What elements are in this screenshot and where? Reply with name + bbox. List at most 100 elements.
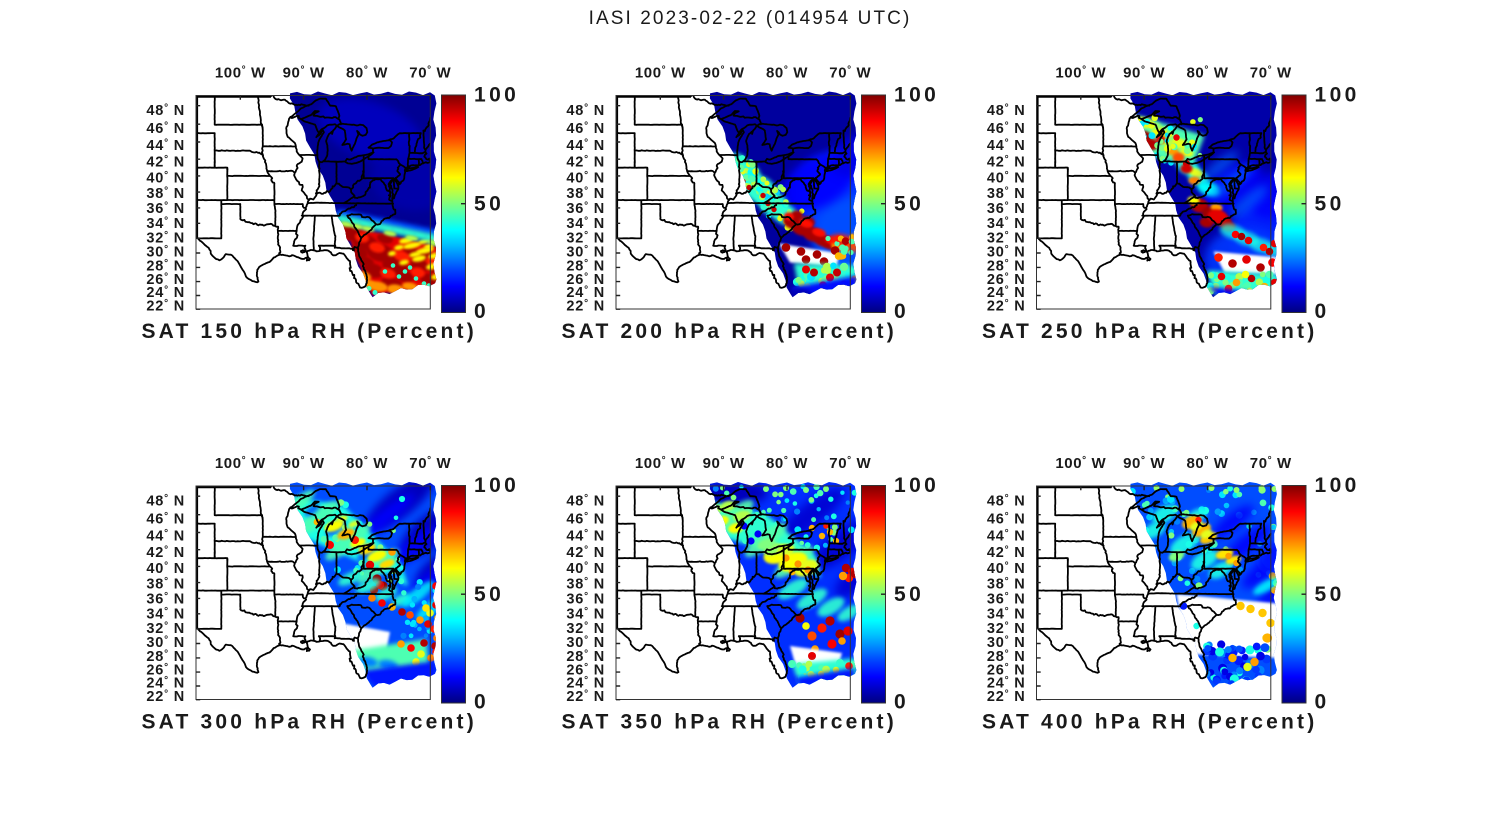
svg-text:24° N: 24° N <box>146 675 185 692</box>
svg-text:22° N: 22° N <box>566 688 605 705</box>
svg-text:38° N: 38° N <box>987 186 1026 203</box>
svg-text:42° N: 42° N <box>146 154 185 171</box>
svg-text:36° N: 36° N <box>987 201 1026 218</box>
svg-text:90° W: 90° W <box>283 455 325 472</box>
svg-text:42° N: 42° N <box>146 545 185 562</box>
svg-text:44° N: 44° N <box>987 138 1026 155</box>
svg-text:34° N: 34° N <box>146 216 185 233</box>
svg-text:50: 50 <box>474 192 504 215</box>
svg-text:80° W: 80° W <box>1186 65 1228 82</box>
svg-text:22° N: 22° N <box>987 688 1026 705</box>
svg-text:50: 50 <box>1315 192 1345 215</box>
svg-text:80° W: 80° W <box>766 65 808 82</box>
svg-text:28° N: 28° N <box>987 648 1026 665</box>
svg-text:70° W: 70° W <box>1250 65 1292 82</box>
svg-text:90° W: 90° W <box>703 65 745 82</box>
svg-text:90° W: 90° W <box>283 65 325 82</box>
svg-text:42° N: 42° N <box>987 545 1026 562</box>
svg-text:46° N: 46° N <box>987 511 1026 528</box>
svg-text:0: 0 <box>1315 691 1330 714</box>
svg-text:100: 100 <box>474 474 519 497</box>
svg-text:22° N: 22° N <box>566 298 605 315</box>
svg-text:48° N: 48° N <box>146 493 185 510</box>
svg-text:40° N: 40° N <box>987 561 1026 578</box>
svg-text:70° W: 70° W <box>1250 455 1292 472</box>
svg-text:80° W: 80° W <box>346 455 388 472</box>
svg-text:80° W: 80° W <box>1186 455 1228 472</box>
svg-text:44° N: 44° N <box>566 138 605 155</box>
svg-text:24° N: 24° N <box>146 285 185 302</box>
svg-text:42° N: 42° N <box>987 154 1026 171</box>
svg-text:70° W: 70° W <box>829 65 871 82</box>
svg-text:32° N: 32° N <box>146 230 185 247</box>
svg-text:28° N: 28° N <box>566 258 605 275</box>
svg-text:38° N: 38° N <box>146 576 185 593</box>
svg-text:28° N: 28° N <box>146 258 185 275</box>
svg-text:0: 0 <box>474 300 489 323</box>
svg-text:SAT 300 hPa RH (Percent): SAT 300 hPa RH (Percent) <box>141 711 477 734</box>
svg-text:36° N: 36° N <box>566 201 605 218</box>
svg-text:26° N: 26° N <box>566 271 605 288</box>
svg-text:30° N: 30° N <box>146 244 185 261</box>
svg-text:24° N: 24° N <box>987 285 1026 302</box>
svg-text:34° N: 34° N <box>566 606 605 623</box>
svg-text:22° N: 22° N <box>987 298 1026 315</box>
svg-text:32° N: 32° N <box>987 620 1026 637</box>
svg-text:100° W: 100° W <box>635 455 686 472</box>
svg-text:44° N: 44° N <box>146 528 185 545</box>
svg-text:48° N: 48° N <box>566 493 605 510</box>
svg-text:32° N: 32° N <box>566 230 605 247</box>
svg-text:40° N: 40° N <box>987 170 1026 187</box>
svg-text:SAT 400 hPa RH (Percent): SAT 400 hPa RH (Percent) <box>982 711 1318 734</box>
svg-text:100: 100 <box>894 84 939 107</box>
svg-text:100: 100 <box>474 84 519 107</box>
svg-text:36° N: 36° N <box>987 591 1026 608</box>
svg-text:50: 50 <box>474 583 504 606</box>
svg-text:36° N: 36° N <box>146 591 185 608</box>
svg-text:IASI 2023-02-22 (014954 UTC): IASI 2023-02-22 (014954 UTC) <box>589 8 912 29</box>
svg-text:100° W: 100° W <box>635 65 686 82</box>
svg-text:70° W: 70° W <box>409 65 451 82</box>
svg-text:32° N: 32° N <box>146 620 185 637</box>
svg-text:80° W: 80° W <box>346 65 388 82</box>
svg-text:26° N: 26° N <box>146 271 185 288</box>
svg-text:0: 0 <box>894 691 909 714</box>
svg-text:42° N: 42° N <box>566 545 605 562</box>
svg-text:30° N: 30° N <box>146 635 185 652</box>
svg-text:70° W: 70° W <box>409 455 451 472</box>
svg-text:42° N: 42° N <box>566 154 605 171</box>
svg-text:0: 0 <box>474 691 489 714</box>
svg-text:40° N: 40° N <box>146 170 185 187</box>
svg-text:40° N: 40° N <box>566 561 605 578</box>
svg-text:34° N: 34° N <box>146 606 185 623</box>
svg-text:100: 100 <box>1315 474 1360 497</box>
svg-text:70° W: 70° W <box>829 455 871 472</box>
svg-text:32° N: 32° N <box>566 620 605 637</box>
svg-text:SAT 350 hPa RH (Percent): SAT 350 hPa RH (Percent) <box>561 711 897 734</box>
svg-text:SAT 250 hPa RH (Percent): SAT 250 hPa RH (Percent) <box>982 320 1318 343</box>
svg-text:30° N: 30° N <box>566 244 605 261</box>
svg-text:38° N: 38° N <box>566 576 605 593</box>
svg-text:100° W: 100° W <box>1055 65 1106 82</box>
svg-text:50: 50 <box>894 192 924 215</box>
svg-text:40° N: 40° N <box>566 170 605 187</box>
svg-text:SAT 200 hPa RH (Percent): SAT 200 hPa RH (Percent) <box>561 320 897 343</box>
svg-text:48° N: 48° N <box>987 103 1026 120</box>
svg-text:24° N: 24° N <box>566 285 605 302</box>
svg-text:100: 100 <box>1315 84 1360 107</box>
svg-text:24° N: 24° N <box>566 675 605 692</box>
svg-text:0: 0 <box>894 300 909 323</box>
svg-text:28° N: 28° N <box>566 648 605 665</box>
svg-text:22° N: 22° N <box>146 688 185 705</box>
svg-text:44° N: 44° N <box>146 138 185 155</box>
svg-text:46° N: 46° N <box>146 511 185 528</box>
svg-text:50: 50 <box>894 583 924 606</box>
svg-text:90° W: 90° W <box>1123 455 1165 472</box>
svg-text:80° W: 80° W <box>766 455 808 472</box>
svg-text:46° N: 46° N <box>566 120 605 136</box>
svg-text:50: 50 <box>1315 583 1345 606</box>
svg-text:46° N: 46° N <box>146 120 185 136</box>
svg-text:28° N: 28° N <box>987 258 1026 275</box>
svg-text:22° N: 22° N <box>146 298 185 315</box>
svg-text:36° N: 36° N <box>146 201 185 218</box>
